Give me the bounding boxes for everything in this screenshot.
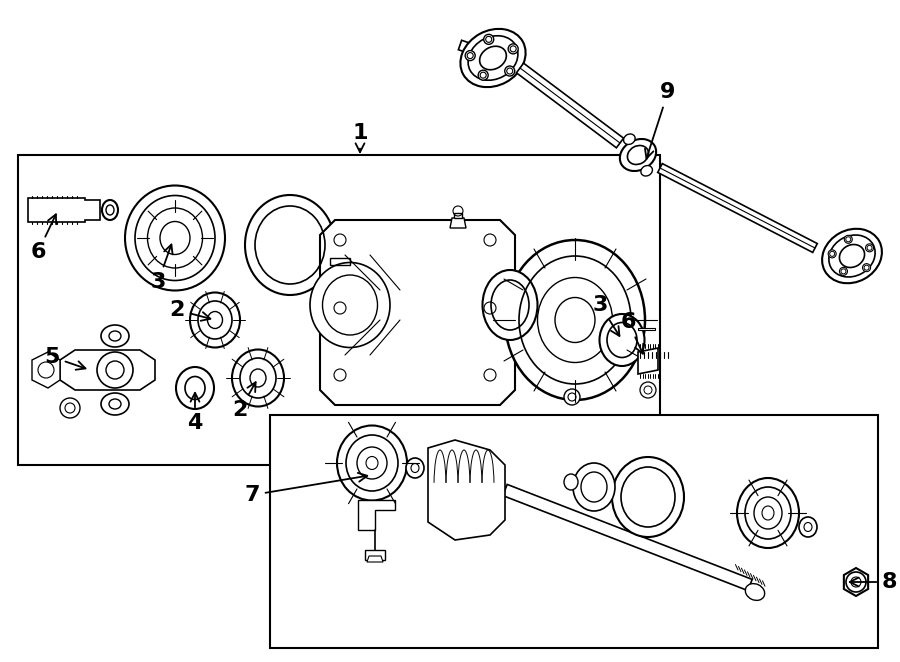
Circle shape [465, 50, 475, 61]
Circle shape [483, 34, 494, 44]
Ellipse shape [190, 293, 240, 348]
Polygon shape [450, 218, 466, 228]
Text: 8: 8 [850, 572, 897, 592]
Bar [270, 415, 878, 648]
Circle shape [97, 352, 133, 388]
Circle shape [334, 234, 346, 246]
Polygon shape [28, 198, 100, 222]
Ellipse shape [599, 314, 644, 366]
Polygon shape [320, 220, 515, 405]
Circle shape [334, 302, 346, 314]
Polygon shape [844, 568, 868, 596]
Polygon shape [358, 500, 395, 530]
Text: 6: 6 [620, 312, 643, 354]
Text: 9: 9 [645, 82, 676, 158]
Circle shape [866, 244, 874, 252]
Ellipse shape [125, 185, 225, 291]
Circle shape [846, 572, 866, 592]
Text: 3: 3 [150, 244, 173, 292]
Ellipse shape [406, 458, 424, 478]
Circle shape [478, 70, 488, 80]
Polygon shape [367, 556, 383, 562]
Ellipse shape [337, 426, 407, 500]
Circle shape [60, 398, 80, 418]
Circle shape [334, 369, 346, 381]
Circle shape [844, 235, 852, 244]
Text: 3: 3 [592, 295, 619, 336]
Polygon shape [638, 348, 658, 374]
Ellipse shape [799, 517, 817, 537]
Text: 2: 2 [169, 300, 211, 321]
Polygon shape [32, 352, 60, 388]
Polygon shape [458, 40, 497, 62]
Polygon shape [503, 485, 752, 591]
Ellipse shape [245, 195, 335, 295]
Ellipse shape [310, 263, 390, 348]
Circle shape [505, 66, 515, 76]
Ellipse shape [745, 584, 765, 600]
Ellipse shape [737, 478, 799, 548]
Polygon shape [517, 63, 624, 148]
Polygon shape [365, 550, 385, 560]
Circle shape [840, 267, 848, 275]
Polygon shape [658, 164, 817, 252]
Circle shape [564, 389, 580, 405]
Polygon shape [428, 440, 505, 540]
Text: 6: 6 [31, 214, 56, 262]
Text: 5: 5 [45, 347, 86, 370]
Ellipse shape [482, 270, 537, 340]
Circle shape [640, 382, 656, 398]
Circle shape [828, 250, 836, 258]
Text: 2: 2 [232, 382, 256, 420]
Ellipse shape [101, 393, 129, 415]
Ellipse shape [176, 367, 214, 409]
Ellipse shape [564, 474, 578, 490]
Ellipse shape [101, 325, 129, 347]
Ellipse shape [461, 29, 526, 87]
Polygon shape [60, 350, 155, 390]
Circle shape [508, 44, 518, 54]
Text: 4: 4 [187, 393, 202, 433]
Circle shape [862, 263, 870, 271]
Ellipse shape [505, 240, 645, 400]
Text: 7: 7 [245, 473, 367, 505]
Polygon shape [454, 213, 462, 218]
Bar [18, 155, 660, 465]
Ellipse shape [620, 139, 656, 171]
Ellipse shape [822, 229, 882, 283]
Ellipse shape [102, 200, 118, 220]
Ellipse shape [232, 350, 284, 406]
Polygon shape [638, 328, 655, 330]
Text: 1: 1 [352, 123, 368, 152]
Circle shape [484, 369, 496, 381]
Ellipse shape [573, 463, 615, 511]
Ellipse shape [641, 166, 652, 176]
Ellipse shape [624, 134, 635, 144]
Circle shape [484, 234, 496, 246]
Circle shape [484, 302, 496, 314]
Ellipse shape [612, 457, 684, 537]
